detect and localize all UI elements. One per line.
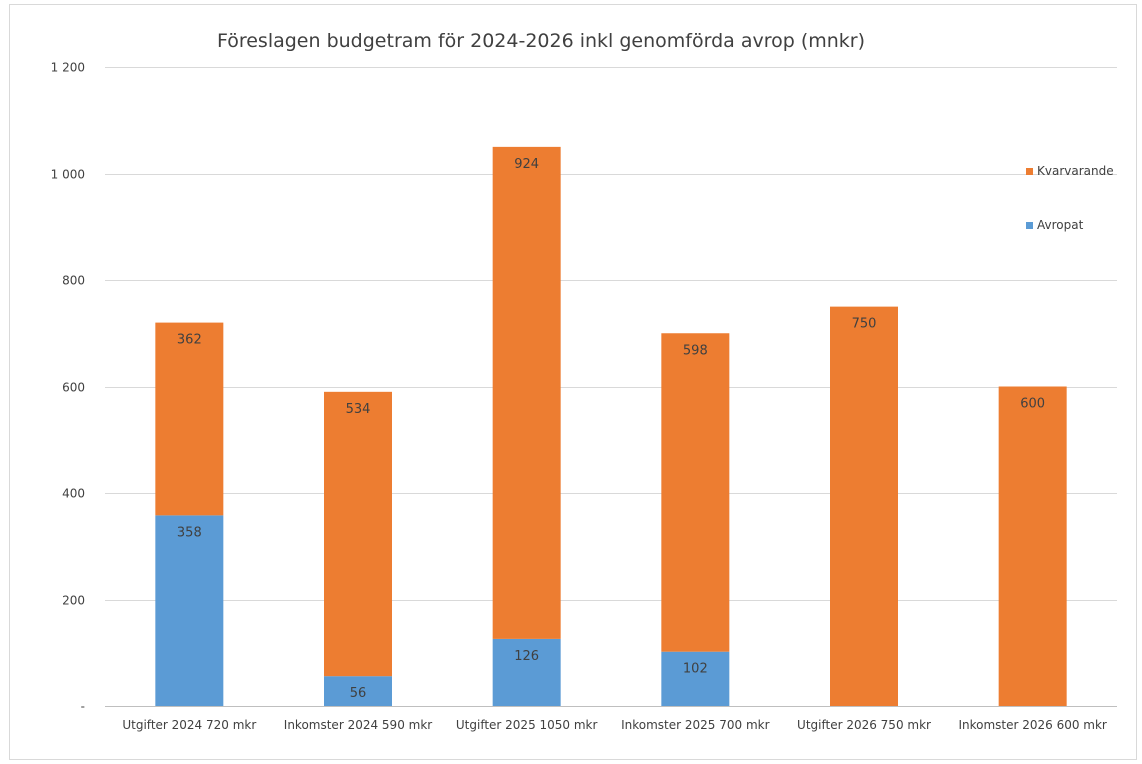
data-label-kvarvarande-3: 598 — [683, 343, 708, 358]
category-label: Utgifter 2026 750 mkr — [797, 718, 931, 732]
bar-kvarvarande-3 — [661, 333, 730, 652]
bar-kvarvarande-5 — [998, 386, 1067, 706]
data-label-kvarvarande-0: 362 — [177, 333, 202, 348]
bar-avropat-1 — [324, 676, 392, 706]
y-tick-label: 1 200 — [51, 61, 85, 75]
bar-kvarvarande-2 — [492, 146, 561, 639]
y-tick-label: 800 — [62, 274, 85, 288]
category-label: Inkomster 2025 700 mkr — [621, 718, 769, 732]
data-label-avropat-1: 56 — [350, 686, 367, 701]
category-label: Utgifter 2024 720 mkr — [122, 718, 256, 732]
y-tick-label: - — [81, 700, 85, 714]
category-label: Inkomster 2024 590 mkr — [284, 718, 432, 732]
bar-kvarvarande-4 — [830, 306, 898, 706]
y-axis-ticks: - 200 400 600 800 1 000 1 200 — [51, 61, 85, 714]
chart-title: Föreslagen budgetram för 2024-2026 inkl … — [217, 30, 865, 52]
gridlines — [105, 67, 1117, 707]
bar-avropat-3 — [661, 651, 730, 706]
y-tick-label: 200 — [62, 594, 85, 608]
data-label-kvarvarande-4: 750 — [852, 317, 877, 332]
bar-kvarvarande-1 — [324, 391, 392, 677]
data-label-avropat-3: 102 — [683, 662, 708, 677]
legend-swatch-avropat — [1026, 222, 1033, 229]
data-label-kvarvarande-5: 600 — [1020, 397, 1045, 412]
x-axis-categories: Utgifter 2024 720 mkr Inkomster 2024 590 … — [122, 718, 1107, 732]
legend: Kvarvarande Avropat — [1026, 164, 1114, 232]
y-tick-label: 400 — [62, 487, 85, 501]
bar-avropat-2 — [492, 638, 561, 706]
bars — [155, 146, 1067, 706]
data-labels: 358 362 56 534 126 924 102 598 750 600 — [177, 157, 1045, 701]
category-label: Utgifter 2025 1050 mkr — [456, 718, 598, 732]
data-label-kvarvarande-1: 534 — [346, 402, 371, 417]
category-label: Inkomster 2026 600 mkr — [958, 718, 1106, 732]
legend-label-avropat: Avropat — [1037, 218, 1084, 232]
data-label-kvarvarande-2: 924 — [514, 157, 539, 172]
data-label-avropat-0: 358 — [177, 525, 202, 540]
y-tick-label: 600 — [62, 381, 85, 395]
y-tick-label: 1 000 — [51, 168, 85, 182]
bar-avropat-0 — [155, 515, 224, 706]
legend-swatch-kvarvarande — [1026, 168, 1033, 175]
legend-label-kvarvarande: Kvarvarande — [1037, 164, 1114, 178]
data-label-avropat-2: 126 — [514, 649, 539, 664]
bar-kvarvarande-0 — [155, 322, 224, 516]
